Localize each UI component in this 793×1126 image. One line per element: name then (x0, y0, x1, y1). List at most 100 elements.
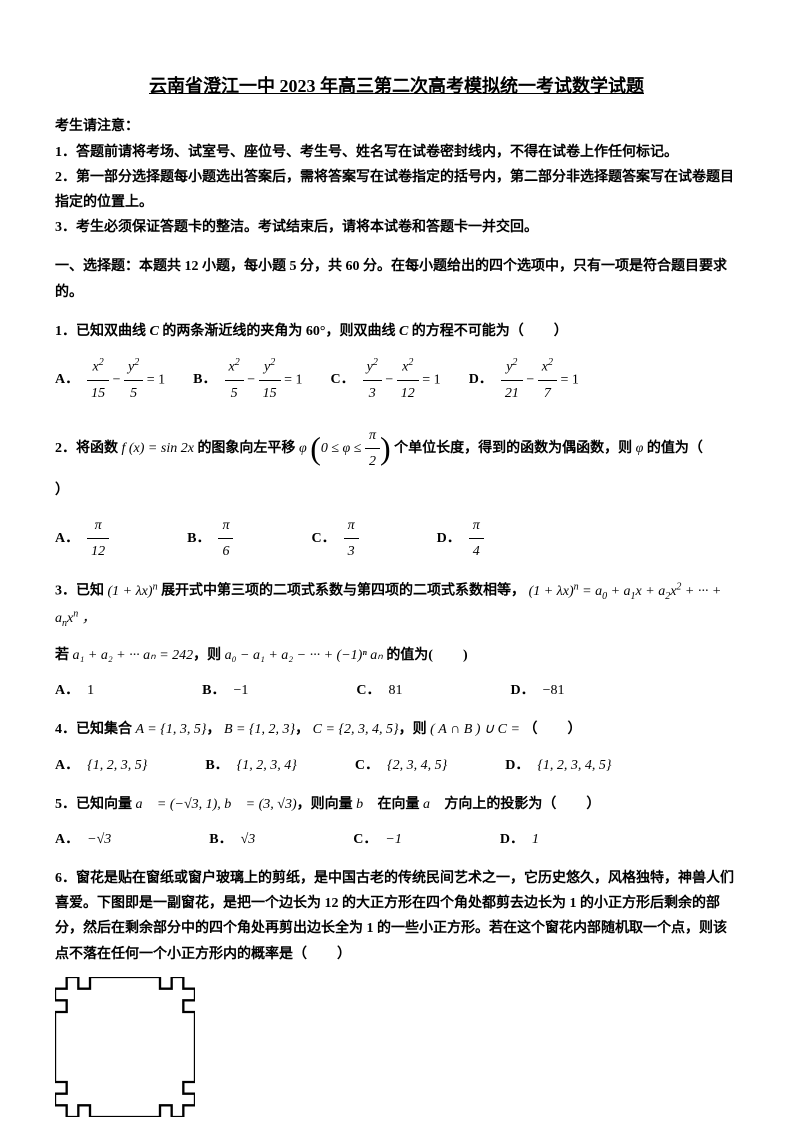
q5-d-val: 1 (532, 827, 539, 852)
q2-d-label: D． (437, 526, 461, 551)
q3-option-b: B． −1 (202, 678, 248, 703)
q2-text: 2．将函数 f (x) = sin 2x 的图象向左平移 φ (0 ≤ φ ≤ … (55, 441, 733, 498)
q2-phi: φ (299, 441, 307, 456)
q3-d-val: −81 (543, 678, 565, 703)
q4-option-d: D． {1, 2, 3, 4, 5} (505, 753, 611, 778)
q1-c-d1: 3 (363, 381, 382, 406)
q3-sumexpr: a₁ + a₂ + ··· aₙ = 242 (73, 648, 194, 663)
q1-a-d2: 5 (124, 381, 143, 406)
q5-option-d: D． 1 (500, 827, 539, 852)
q2-b-den: 6 (218, 539, 233, 564)
q4-text: 4．已知集合 A = {1, 3, 5}， B = {1, 2, 3}， C =… (55, 722, 581, 737)
q3-expr2c: + a (607, 584, 630, 599)
q5-vb: b⃗ (356, 797, 374, 812)
notice-line-3: 3．考生必须保证答题卡的整洁。考试结束后，请将本试卷和答题卡一并交回。 (55, 215, 738, 240)
q2-a-num: π (87, 513, 109, 539)
q4-expr: ( A ∩ B ) ∪ C = (430, 722, 523, 737)
q1-text-c: 的方程不可能为（ (408, 324, 524, 339)
q4-text-a: 4．已知集合 (55, 722, 136, 737)
q3-option-d: D． −81 (511, 678, 565, 703)
section-1-header: 一、选择题：本题共 12 小题，每小题 5 分，共 60 分。在每小题给出的四个… (55, 254, 738, 304)
q1-option-a: A． x215 − y25 = 1 (55, 354, 165, 406)
q3-text: 3．已知 (1 + λx)n 展开式中第三项的二项式系数与第四项的二项式系数相等… (55, 584, 721, 626)
q5-a-label: A． (55, 827, 79, 852)
q5-b-val: √3 (241, 827, 256, 852)
q3-text-e: 的值为( (383, 648, 433, 663)
q2-c-num: π (344, 513, 359, 539)
q2-d-den: 4 (469, 539, 484, 564)
q3-altexpr: a₀ − a₁ + a₂ − ··· + (−1)ⁿ aₙ (225, 648, 383, 663)
q1-a-label: A． (55, 367, 79, 392)
q5-option-b: B． √3 (209, 827, 255, 852)
q1-d-label: D． (469, 367, 493, 392)
question-5: 5．已知向量 a⃗ = (−√3, 1), b⃗ = (3, √3)，则向量 b… (55, 792, 738, 852)
q5-d-label: D． (500, 827, 524, 852)
q2-option-c: C．π3 (311, 513, 358, 564)
q3-c-label: C． (356, 678, 380, 703)
q3-line2: 若 a₁ + a₂ + ··· aₙ = 242，则 a₀ − a₁ + a₂ … (55, 643, 738, 668)
q1-b-label: B． (193, 367, 216, 392)
q3-text-b: 展开式中第三项的二项式系数与第四项的二项式系数相等， (158, 584, 526, 599)
q4-text-f: ） (567, 722, 581, 737)
q4-c-val: {2, 3, 4, 5} (387, 753, 447, 778)
q3-options: A．1 B．−1 C．81 D．−81 (55, 678, 738, 703)
q2-cond-num: π (365, 423, 380, 449)
q1-a-d1: 15 (87, 381, 109, 406)
q4-setC: C = {2, 3, 4, 5} (313, 722, 399, 737)
q3-text-f: ) (463, 648, 468, 663)
q6-text-a: 6．窗花是贴在窗纸或窗户玻璃上的剪纸，是中国古老的传统民间艺术之一，它历史悠久，… (55, 871, 734, 962)
q5-option-a: A．−√3 (55, 827, 111, 852)
q2-options: A．π12 B．π6 C．π3 D．π4 (55, 513, 738, 564)
q1-options: A． x215 − y25 = 1 B． x25 − y215 = 1 C． y… (55, 354, 738, 406)
q1-c-label: C． (331, 367, 355, 392)
q3-text-c: 若 (55, 648, 73, 663)
q1-c-d2: 12 (397, 381, 419, 406)
q5-text-a: 5．已知向量 (55, 797, 136, 812)
q4-a-val: {1, 2, 3, 5} (87, 753, 147, 778)
q1-text-d: ） (554, 324, 568, 339)
q4-option-c: C．{2, 3, 4, 5} (355, 753, 447, 778)
q6-text-b: ） (337, 947, 351, 962)
q3-expr1: (1 + λx) (108, 584, 153, 599)
q3-d-label: D． (511, 678, 535, 703)
q6-diagram (55, 977, 195, 1117)
q5-text: 5．已知向量 a⃗ = (−√3, 1), b⃗ = (3, √3)，则向量 b… (55, 797, 600, 812)
question-6: 6．窗花是贴在窗纸或窗户玻璃上的剪纸，是中国古老的传统民间艺术之一，它历史悠久，… (55, 866, 738, 1117)
q1-text-a: 1．已知双曲线 (55, 324, 150, 339)
q2-text-e: ） (55, 483, 69, 498)
notice-line-1: 1．答题前请将考场、试室号、座位号、考生号、姓名写在试卷密封线内，不得在试卷上作… (55, 140, 738, 165)
q4-setA: A = {1, 3, 5} (136, 722, 207, 737)
q3-option-c: C．81 (356, 678, 402, 703)
q2-b-label: B． (187, 526, 210, 551)
q1-sym-2: C (399, 324, 408, 339)
q3-b-label: B． (202, 678, 225, 703)
q2-option-b: B．π6 (187, 513, 233, 564)
q3-text-a: 3．已知 (55, 584, 108, 599)
notice-line-2: 2．第一部分选择题每小题选出答案后，需将答案写在试卷指定的括号内，第二部分非选择… (55, 165, 738, 215)
q3-expr2a: (1 + λx) (529, 584, 574, 599)
q5-c-val: −1 (385, 827, 401, 852)
question-4: 4．已知集合 A = {1, 3, 5}， B = {1, 2, 3}， C =… (55, 717, 738, 777)
q2-d-num: π (469, 513, 484, 539)
q5-b-label: B． (209, 827, 232, 852)
q5-text-b: ，则向量 (297, 797, 357, 812)
q3-a-label: A． (55, 678, 79, 703)
q2-c-den: 3 (344, 539, 359, 564)
q2-option-d: D． π4 (437, 513, 484, 564)
q2-cond-den: 2 (365, 449, 380, 474)
q4-setB: B = {1, 2, 3} (224, 722, 295, 737)
q3-b-val: −1 (233, 678, 248, 703)
q4-d-val: {1, 2, 3, 4, 5} (537, 753, 611, 778)
page-title: 云南省澄江一中 2023 年高三第二次高考模拟统一考试数学试题 (55, 70, 738, 102)
q4-text-b: ， (206, 722, 224, 737)
q1-option-d: D． y221 − x27 = 1 (469, 354, 579, 406)
window-flower-icon (55, 977, 195, 1117)
q2-a-den: 12 (87, 539, 109, 564)
q2-option-a: A．π12 (55, 513, 109, 564)
q1-option-b: B． x25 − y215 = 1 (193, 354, 302, 406)
q1-d-d2: 7 (538, 381, 557, 406)
q2-cond-a: 0 ≤ φ ≤ (321, 441, 365, 456)
q3-text-d: ，则 (193, 648, 225, 663)
q4-d-label: D． (505, 753, 529, 778)
q5-options: A．−√3 B．√3 C．−1 D．1 (55, 827, 738, 852)
